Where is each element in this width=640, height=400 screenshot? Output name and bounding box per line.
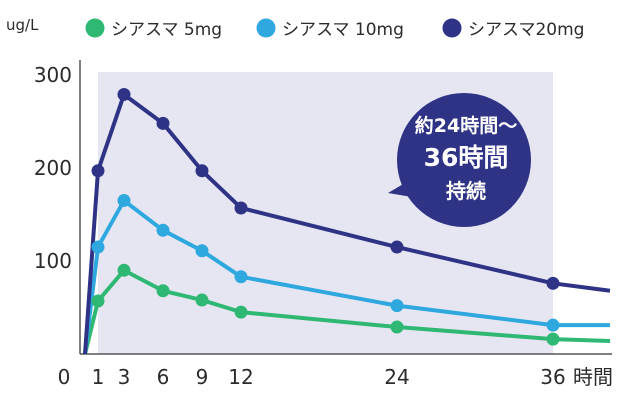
x-tick-label: 36 <box>540 365 565 389</box>
data-point <box>156 116 170 130</box>
data-point <box>546 318 560 332</box>
x-tick-label: 6 <box>157 365 170 389</box>
callout-line-2: 36時間 <box>424 143 509 172</box>
data-point <box>195 164 209 178</box>
x-tick-label: 24 <box>384 365 409 389</box>
data-point <box>156 223 170 237</box>
legend-label: シアスマ 5mg <box>111 20 222 40</box>
data-point <box>91 240 105 254</box>
x-tick-label: 12 <box>228 365 253 389</box>
legend: シアスマ 5mg シアスマ 10mg シアスマ20mg <box>85 18 584 40</box>
callout-bubble <box>397 93 531 227</box>
x-tick-label: 0 <box>58 365 71 389</box>
x-tick-labels: 0 1 3 6 9 12 24 36 <box>58 365 566 389</box>
data-point <box>195 244 209 258</box>
data-point <box>91 164 105 178</box>
data-point <box>234 201 248 215</box>
callout-line-3: 持続 <box>446 179 486 203</box>
data-point <box>546 332 560 346</box>
data-point <box>234 305 248 319</box>
y-tick-label: 200 <box>34 156 72 180</box>
legend-swatch <box>442 18 462 38</box>
data-point <box>156 284 170 298</box>
callout-tail <box>388 180 418 198</box>
data-point <box>390 240 404 254</box>
data-point <box>546 276 560 290</box>
duration-callout: 約24時間～ 36時間 持続 <box>388 93 531 227</box>
data-point <box>390 320 404 334</box>
data-point <box>117 263 131 277</box>
y-tick-label: 300 <box>34 63 72 87</box>
legend-label: シアスマ20mg <box>468 20 584 40</box>
legend-swatch <box>85 18 105 38</box>
data-point <box>91 294 105 308</box>
data-point <box>390 299 404 313</box>
x-tick-label: 3 <box>118 365 131 389</box>
legend-swatch <box>256 18 276 38</box>
data-point <box>117 88 131 102</box>
x-axis-unit: 時間 <box>573 365 613 389</box>
x-tick-label: 1 <box>92 365 105 389</box>
legend-label: シアスマ 10mg <box>282 20 404 40</box>
y-tick-label: 100 <box>34 249 72 273</box>
y-axis-unit: ug/L <box>6 16 39 34</box>
x-tick-label: 9 <box>196 365 209 389</box>
series-markers <box>91 88 560 346</box>
data-point <box>195 293 209 307</box>
data-point <box>234 270 248 284</box>
axes <box>79 60 612 355</box>
y-tick-labels: 100 200 300 <box>34 63 72 273</box>
data-point <box>117 194 131 208</box>
callout-line-1: 約24時間～ <box>415 114 517 137</box>
